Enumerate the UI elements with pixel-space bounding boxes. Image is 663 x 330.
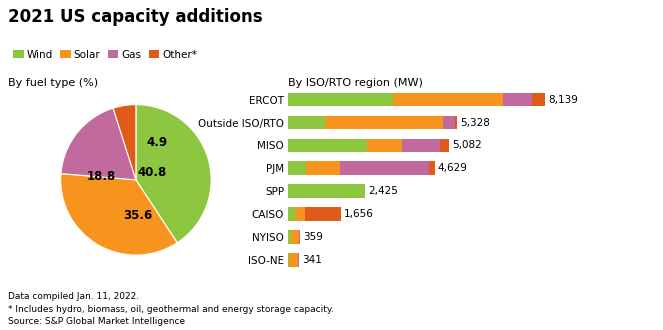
Wedge shape bbox=[61, 108, 136, 180]
Bar bbox=[440, 139, 449, 152]
Text: 2,425: 2,425 bbox=[368, 186, 398, 196]
Bar bbox=[455, 115, 457, 129]
Bar bbox=[341, 161, 429, 175]
Wedge shape bbox=[136, 105, 211, 243]
Bar bbox=[305, 207, 341, 221]
Text: * Includes hydro, biomass, oil, geothermal and energy storage capacity.: * Includes hydro, biomass, oil, geotherm… bbox=[8, 305, 334, 314]
Text: 35.6: 35.6 bbox=[123, 210, 152, 222]
Bar bbox=[288, 230, 291, 244]
Bar bbox=[367, 139, 402, 152]
Text: Data compiled Jan. 11, 2022.: Data compiled Jan. 11, 2022. bbox=[8, 292, 139, 301]
Bar bbox=[289, 253, 298, 267]
Bar bbox=[295, 207, 305, 221]
Text: 5,082: 5,082 bbox=[452, 141, 482, 150]
Text: 359: 359 bbox=[303, 232, 323, 242]
Text: Source: S&P Global Market Intelligence: Source: S&P Global Market Intelligence bbox=[8, 317, 185, 326]
Bar bbox=[298, 230, 300, 244]
Bar bbox=[288, 115, 325, 129]
Text: 2021 US capacity additions: 2021 US capacity additions bbox=[8, 8, 263, 26]
Wedge shape bbox=[113, 105, 136, 180]
Bar bbox=[291, 230, 298, 244]
Text: 4,629: 4,629 bbox=[438, 163, 467, 173]
Text: 18.8: 18.8 bbox=[87, 170, 116, 182]
Legend: Wind, Solar, Gas, Other*: Wind, Solar, Gas, Other* bbox=[13, 50, 197, 60]
Bar bbox=[532, 93, 546, 107]
Bar bbox=[503, 93, 532, 107]
Bar bbox=[288, 184, 365, 198]
Bar bbox=[288, 161, 306, 175]
Text: By fuel type (%): By fuel type (%) bbox=[8, 78, 98, 87]
Bar bbox=[402, 139, 440, 152]
Text: 341: 341 bbox=[302, 255, 322, 265]
Bar bbox=[429, 161, 434, 175]
Bar bbox=[288, 207, 295, 221]
Bar bbox=[288, 253, 289, 267]
Text: 5,328: 5,328 bbox=[459, 117, 490, 127]
Bar bbox=[325, 115, 443, 129]
Text: By ISO/RTO region (MW): By ISO/RTO region (MW) bbox=[288, 78, 423, 87]
Bar bbox=[392, 93, 503, 107]
Text: 8,139: 8,139 bbox=[548, 95, 578, 105]
Bar bbox=[443, 115, 455, 129]
Text: 1,656: 1,656 bbox=[344, 209, 374, 219]
Bar bbox=[288, 93, 392, 107]
Bar bbox=[288, 139, 367, 152]
Wedge shape bbox=[61, 174, 177, 255]
Bar bbox=[298, 253, 299, 267]
Text: 4.9: 4.9 bbox=[147, 136, 168, 149]
Text: 40.8: 40.8 bbox=[138, 166, 167, 179]
Bar bbox=[306, 161, 341, 175]
